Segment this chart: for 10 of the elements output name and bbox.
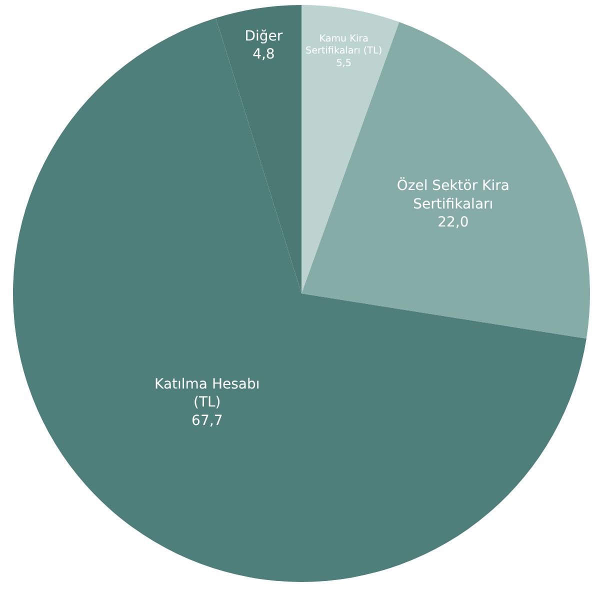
pie-slice bbox=[302, 22, 590, 339]
data-label: 67,7 bbox=[192, 412, 223, 429]
slice-label: Katılma Hesabı (TL) bbox=[154, 376, 260, 411]
slice-label: Özel Sektör Kira Sertifikaları bbox=[396, 177, 510, 212]
pie-slice bbox=[302, 5, 400, 294]
data-label: 4,8 bbox=[252, 46, 275, 63]
data-label: 5,5 bbox=[336, 58, 352, 70]
data-label: 22,0 bbox=[438, 214, 469, 231]
slice-label: Kamu Kira Sertifikaları (TL) bbox=[306, 33, 382, 57]
slice-label: Diğer bbox=[244, 28, 283, 44]
